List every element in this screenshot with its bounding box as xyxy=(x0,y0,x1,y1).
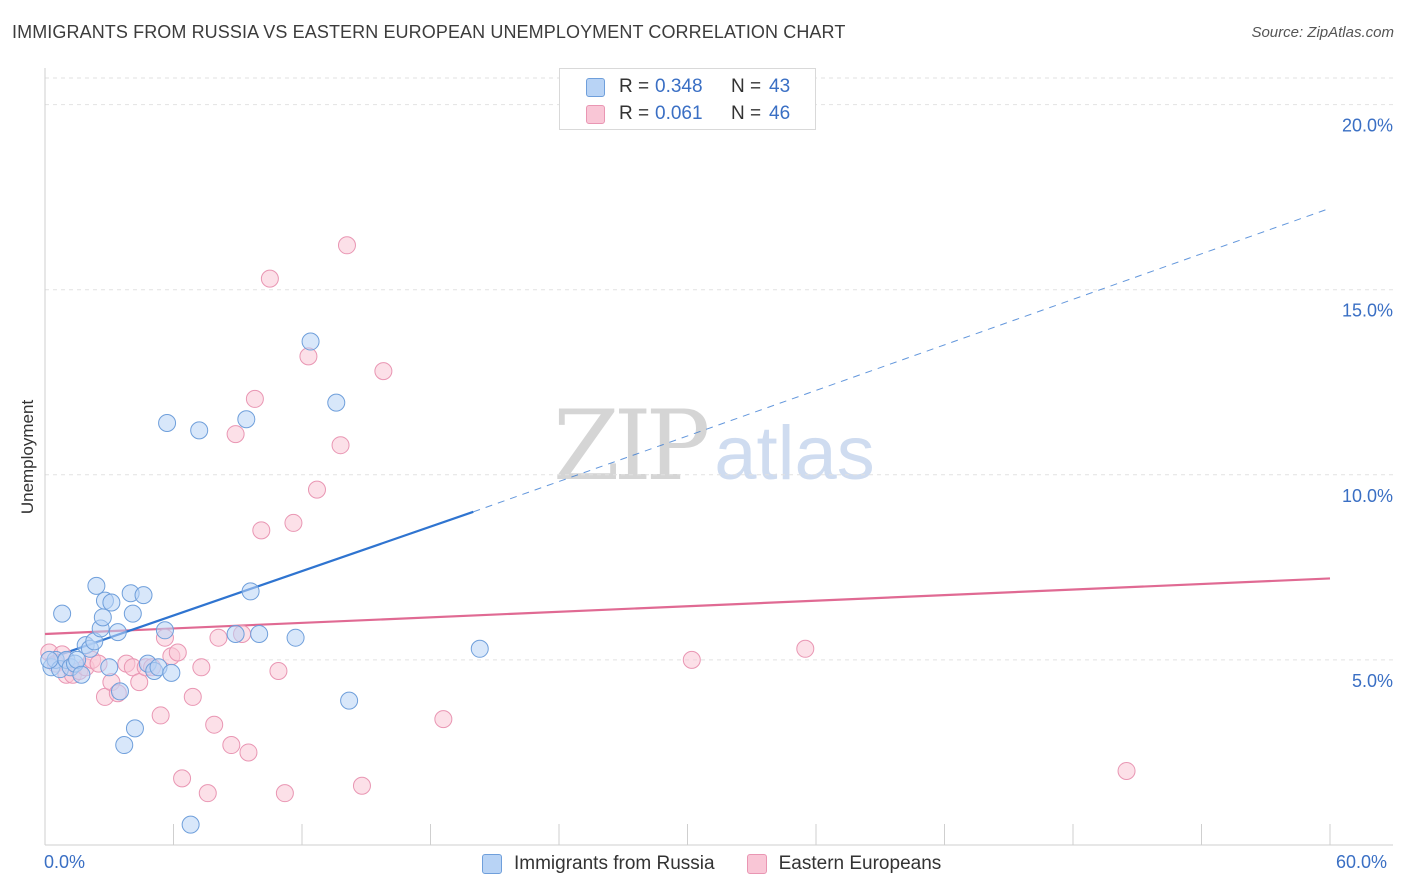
data-points xyxy=(40,236,1136,834)
point-eastern xyxy=(168,643,187,662)
point-eastern xyxy=(299,347,318,366)
point-russia xyxy=(102,593,121,612)
point-eastern xyxy=(209,628,228,647)
x-tick-max: 60.0% xyxy=(1336,852,1388,872)
point-russia xyxy=(125,719,144,738)
point-russia xyxy=(162,663,181,682)
point-russia xyxy=(93,608,112,627)
legend-r-label: R = xyxy=(619,103,650,124)
legend-row-russia: R = 0.348 N = 43 xyxy=(586,76,790,98)
point-eastern xyxy=(192,658,211,677)
legend-swatch-eastern xyxy=(586,104,605,124)
trend-line-eastern xyxy=(44,577,1331,636)
point-eastern xyxy=(307,480,326,499)
point-eastern xyxy=(130,673,149,692)
point-russia xyxy=(108,623,127,642)
point-russia xyxy=(181,815,200,834)
point-russia xyxy=(237,410,256,429)
gridlines xyxy=(45,77,1393,661)
point-russia xyxy=(87,576,106,595)
point-russia xyxy=(241,582,260,601)
point-russia xyxy=(158,413,177,432)
legend-n-label: N = xyxy=(731,103,762,124)
point-eastern xyxy=(226,425,245,444)
point-eastern xyxy=(374,362,393,381)
legend-swatch-russia xyxy=(586,77,605,97)
legend-r-value: 0.348 xyxy=(655,76,703,97)
point-eastern xyxy=(252,521,271,540)
point-russia xyxy=(250,624,269,643)
point-eastern xyxy=(198,784,217,803)
point-eastern xyxy=(269,662,288,681)
legend-n-value: 43 xyxy=(769,76,791,97)
point-russia xyxy=(190,421,209,440)
legend-row-eastern: R = 0.061 N = 46 xyxy=(586,103,790,125)
point-russia xyxy=(53,604,72,623)
legend-n-value: 46 xyxy=(769,103,791,124)
point-eastern xyxy=(337,236,356,255)
legend-label-russia: Immigrants from Russia xyxy=(514,853,715,874)
legend-item-russia[interactable]: Immigrants from Russia xyxy=(482,853,715,875)
y-tick-label: 10.0% xyxy=(1342,486,1393,506)
axes xyxy=(44,68,1393,846)
source-note: Source: ZipAtlas.com xyxy=(1251,24,1394,41)
point-eastern xyxy=(151,706,170,725)
point-eastern xyxy=(205,715,224,734)
point-eastern xyxy=(275,784,294,803)
y-tick-label: 20.0% xyxy=(1342,116,1393,136)
legend-swatch-eastern xyxy=(746,854,767,874)
point-russia xyxy=(301,332,320,351)
point-eastern xyxy=(260,269,279,288)
point-russia xyxy=(134,586,153,605)
legend-label-eastern: Eastern Europeans xyxy=(778,853,942,874)
chart-title: IMMIGRANTS FROM RUSSIA VS EASTERN EUROPE… xyxy=(12,22,846,42)
point-russia xyxy=(340,691,359,710)
point-russia xyxy=(226,624,245,643)
point-eastern xyxy=(1117,761,1136,780)
point-eastern xyxy=(284,513,303,532)
point-eastern xyxy=(245,389,264,408)
point-russia xyxy=(72,665,91,684)
legend-n-label: N = xyxy=(731,76,762,97)
point-eastern xyxy=(173,769,192,788)
legend-item-eastern[interactable]: Eastern Europeans xyxy=(746,853,942,875)
correlation-legend: R = 0.348 N = 43 R = 0.061 N = 46 xyxy=(559,68,816,130)
y-tick-label: 15.0% xyxy=(1342,301,1393,321)
point-russia xyxy=(470,639,489,658)
point-russia xyxy=(286,628,305,647)
legend-r-value: 0.061 xyxy=(655,103,703,124)
point-russia xyxy=(115,736,134,755)
point-russia xyxy=(123,604,142,623)
point-eastern xyxy=(796,639,815,658)
x-tick-min: 0.0% xyxy=(44,852,86,872)
point-russia xyxy=(40,650,59,669)
point-eastern xyxy=(434,710,453,729)
point-russia xyxy=(327,393,346,412)
trend-line-russia-projection xyxy=(473,207,1331,513)
point-eastern xyxy=(352,776,371,795)
point-russia xyxy=(100,658,119,677)
point-russia xyxy=(155,621,174,640)
point-eastern xyxy=(222,736,241,755)
y-tick-labels: 5.0% 10.0% 15.0% 20.0% xyxy=(1342,116,1393,691)
point-eastern xyxy=(682,650,701,669)
legend-r-label: R = xyxy=(619,76,650,97)
point-eastern xyxy=(239,743,258,762)
point-eastern xyxy=(331,436,350,455)
y-tick-label: 5.0% xyxy=(1352,671,1393,691)
point-eastern xyxy=(183,687,202,706)
legend-swatch-russia xyxy=(482,854,502,874)
series-legend: Immigrants from Russia Eastern Europeans xyxy=(482,852,973,876)
point-russia xyxy=(110,682,129,701)
